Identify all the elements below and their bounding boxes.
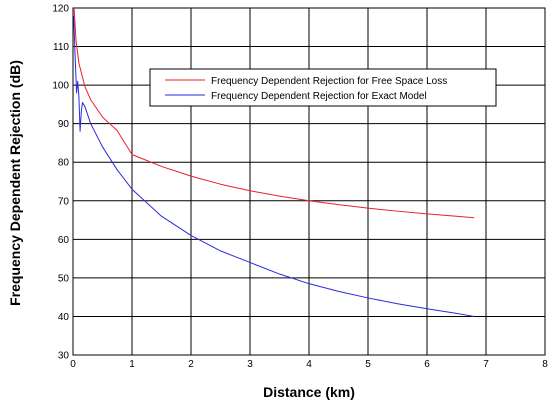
- series-free-space-loss-line: [73, 9, 475, 219]
- y-axis-label: Frequency Dependent Rejection (dB): [7, 60, 23, 306]
- y-tick-label: 90: [58, 119, 70, 130]
- x-tick-label: 5: [365, 359, 371, 370]
- legend-box: [149, 68, 497, 107]
- x-tick-label: 4: [306, 359, 312, 370]
- x-tick-label: 7: [483, 359, 489, 370]
- legend-label-free-space: Frequency Dependent Rejection for Free S…: [211, 76, 447, 87]
- x-tick-label: 2: [188, 359, 194, 370]
- plot-frame: [72, 7, 546, 356]
- legend: Frequency Dependent Rejection for Free S…: [149, 68, 497, 107]
- x-axis-label: Distance (km): [263, 384, 355, 400]
- x-tick-label: 8: [542, 359, 548, 370]
- y-tick-label: 70: [58, 196, 70, 207]
- x-tick-label: 6: [424, 359, 430, 370]
- grid-lines: [72, 7, 546, 356]
- y-tick-label: 60: [58, 235, 70, 246]
- series-lines: [73, 9, 475, 317]
- x-tick-label: 0: [70, 359, 76, 370]
- y-tick-label: 110: [53, 42, 69, 53]
- x-tick-labels: 0 1 2 3 4 5 6 7 8: [70, 359, 548, 370]
- x-tick-label: 3: [247, 359, 253, 370]
- series-exact-model-line: [73, 15, 475, 317]
- y-tick-label: 80: [58, 158, 70, 169]
- y-tick-labels: 30 40 50 60 70 80 90 100 110 120: [52, 4, 69, 362]
- legend-label-exact-model: Frequency Dependent Rejection for Exact …: [211, 91, 427, 102]
- y-tick-label: 100: [52, 81, 69, 92]
- y-tick-label: 120: [52, 4, 69, 15]
- x-tick-label: 1: [129, 359, 135, 370]
- y-tick-label: 40: [58, 312, 70, 323]
- y-tick-label: 50: [58, 273, 70, 284]
- y-tick-label: 30: [58, 351, 70, 362]
